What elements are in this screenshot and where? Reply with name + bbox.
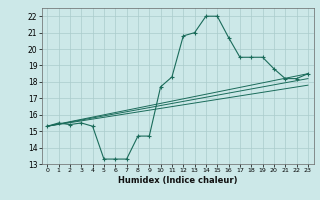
- X-axis label: Humidex (Indice chaleur): Humidex (Indice chaleur): [118, 176, 237, 185]
